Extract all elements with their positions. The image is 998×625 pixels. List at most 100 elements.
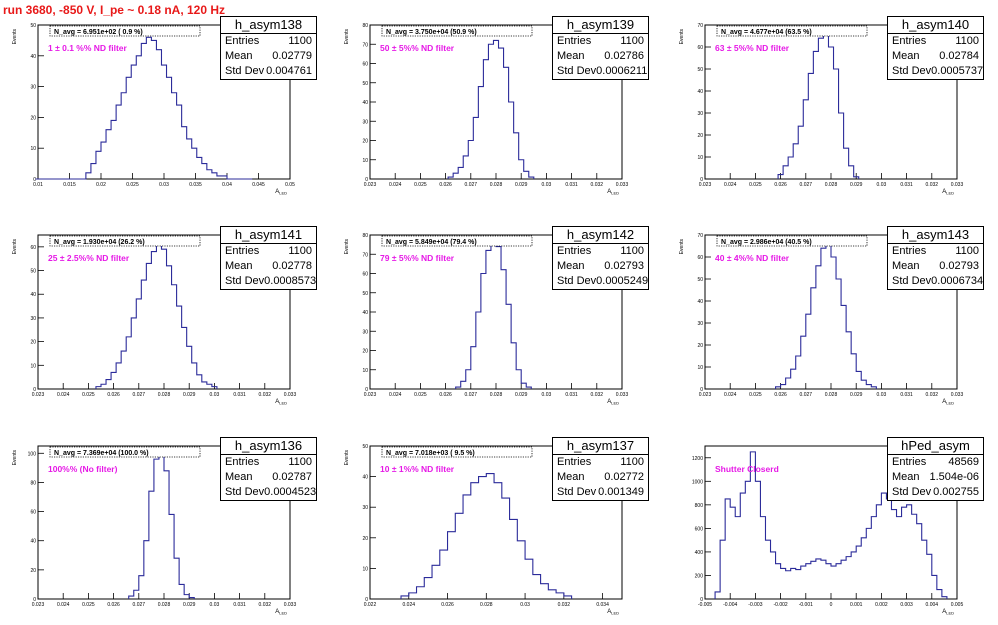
stat-label: Entries (557, 35, 592, 47)
navg-text: N_avg = 7.369e+04 (100.0 %) (54, 450, 149, 457)
stat-box: h_asym137 Entries 1100 Mean 0.02772 Std Dev 0.… (552, 437, 649, 501)
y-axis-title: Events (679, 29, 685, 45)
y-tick-label: 10 (30, 363, 36, 369)
stat-label: Mean (225, 50, 253, 62)
stat-value: 48569 (948, 456, 979, 468)
y-tick-label: 60 (30, 510, 36, 516)
x-tick-label: 0.029 (515, 182, 528, 188)
y-tick-label: 100 (28, 451, 37, 457)
x-tick-label: 0.028 (825, 182, 838, 188)
y-tick-label: 10 (362, 566, 368, 572)
x-tick-label: 0.04 (222, 182, 232, 188)
y-tick-label: 60 (30, 245, 36, 251)
x-tick-label: 0.035 (189, 182, 202, 188)
y-tick-label: 30 (362, 329, 368, 335)
stat-row-entries: Entries 1100 (553, 34, 648, 49)
y-tick-label: 80 (362, 233, 368, 239)
filter-label: 79 ± 5%% ND filter (380, 253, 455, 263)
x-axis-title: ALED (607, 609, 619, 616)
x-tick-label: 0.028 (825, 392, 838, 398)
stat-box-title: h_asym143 (888, 227, 983, 244)
y-tick-label: 0 (33, 387, 36, 393)
stat-row-mean: Mean 0.02772 (553, 470, 648, 485)
x-tick-label: 0.03 (210, 392, 220, 398)
stat-value: 0.001349 (598, 486, 644, 498)
stat-box: h_asym141 Entries 1100 Mean 0.02778 Std Dev 0.… (220, 226, 317, 290)
y-tick-label: 80 (30, 480, 36, 486)
y-tick-label: 40 (30, 539, 36, 545)
stat-label: Std Dev (892, 275, 932, 287)
stat-label: Mean (892, 50, 920, 62)
stat-value: 0.0004523 (264, 486, 317, 498)
navg-box (716, 235, 868, 247)
filter-label: 50 ± 5%% ND filter (380, 43, 455, 53)
y-axis-title: Events (344, 239, 350, 255)
x-tick-label: 0.026 (774, 182, 787, 188)
y-tick-label: 30 (30, 316, 36, 322)
x-axis-title-main: A (942, 399, 946, 405)
stat-label: Std Dev (557, 275, 597, 287)
filter-label: 10 ± 1%% ND filter (380, 464, 455, 474)
y-tick-label: 20 (30, 340, 36, 346)
stat-label: Entries (225, 35, 260, 47)
navg-text: N_avg = 6.951e+02 ( 0.9 %) (54, 29, 143, 36)
x-tick-label: 0.026 (107, 392, 120, 398)
x-tick-label: 0.033 (284, 392, 297, 398)
y-tick-label: 50 (362, 291, 368, 297)
stat-row-entries: Entries 1100 (221, 244, 316, 259)
stat-row-entries: Entries 1100 (221, 455, 316, 470)
x-axis-title-main: A (942, 189, 946, 195)
filter-label: 25 ± 2.5%% ND filter (48, 253, 130, 263)
stat-row-std: Std Dev 0.0006211 (553, 64, 648, 79)
y-tick-label: 30 (697, 111, 703, 117)
stat-label: Entries (892, 35, 927, 47)
x-axis-title: ALED (942, 609, 954, 616)
navg-box (381, 446, 533, 458)
y-tick-label: 30 (697, 321, 703, 327)
y-tick-label: 20 (362, 536, 368, 542)
y-tick-label: 40 (30, 292, 36, 298)
x-axis-title-subscript: LED (279, 611, 287, 616)
stat-value: 0.02787 (272, 471, 312, 483)
x-tick-label: -0.003 (748, 602, 762, 608)
y-tick-label: 800 (695, 503, 704, 509)
filter-label: 63 ± 5%% ND filter (715, 43, 790, 53)
stat-label: Entries (892, 245, 927, 257)
histogram-series (95, 241, 218, 389)
y-axis-title: Events (12, 239, 18, 255)
y-tick-label: 0 (33, 177, 36, 183)
navg-box (49, 235, 201, 247)
navg-text: N_avg = 2.986e+04 (40.5 %) (721, 239, 812, 246)
x-tick-label: 0.045 (252, 182, 265, 188)
navg-box (49, 25, 201, 37)
y-tick-label: 40 (362, 475, 368, 481)
x-tick-label: 0.027 (465, 182, 478, 188)
x-axis-title-main: A (275, 189, 279, 195)
y-tick-label: 20 (362, 349, 368, 355)
y-tick-label: 0 (700, 387, 703, 393)
x-tick-label: 0.026 (441, 602, 454, 608)
y-tick-label: 30 (362, 505, 368, 511)
stat-box-title: h_asym137 (553, 438, 648, 455)
stat-value: 1100 (288, 456, 312, 468)
stat-box-title: h_asym139 (553, 17, 648, 34)
x-tick-label: 0.03 (877, 392, 887, 398)
stat-value: 0.0006734 (931, 275, 984, 287)
stat-label: Entries (225, 245, 260, 257)
stat-box: h_asym140 Entries 1100 Mean 0.02784 Std Dev 0.… (887, 16, 984, 80)
stat-label: Entries (557, 245, 592, 257)
stat-row-mean: Mean 0.02779 (221, 49, 316, 64)
navg-text: N_avg = 3.750e+04 (50.9 %) (386, 29, 477, 36)
x-tick-label: 0.027 (800, 182, 813, 188)
stat-box-title: h_asym141 (221, 227, 316, 244)
stat-label: Entries (892, 456, 927, 468)
x-tick-label: 0.023 (699, 392, 712, 398)
x-tick-label: 0.001 (850, 602, 863, 608)
stat-value: 0.02793 (604, 260, 644, 272)
stat-label: Mean (225, 471, 253, 483)
x-tick-label: 0.029 (183, 392, 196, 398)
y-tick-label: 0 (33, 597, 36, 603)
x-tick-label: 0.026 (439, 182, 452, 188)
x-tick-label: 0.028 (158, 602, 171, 608)
stat-row-std: Std Dev 0.002755 (888, 485, 983, 500)
